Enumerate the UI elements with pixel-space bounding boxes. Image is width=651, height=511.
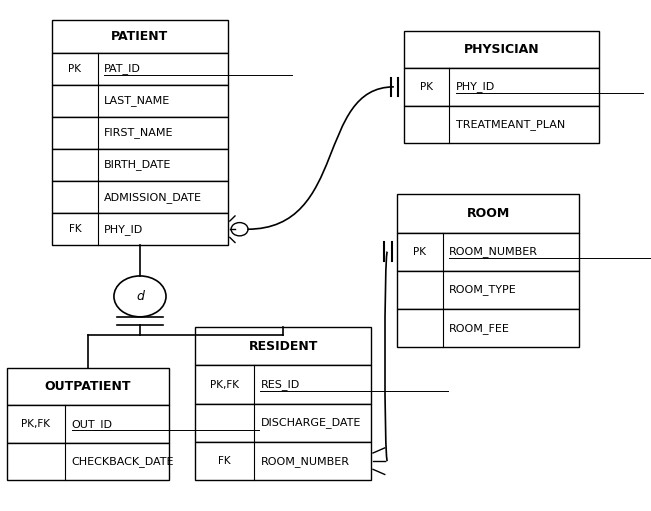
- Text: PK,FK: PK,FK: [210, 380, 239, 389]
- Text: FK: FK: [68, 224, 81, 234]
- Text: FIRST_NAME: FIRST_NAME: [104, 127, 174, 138]
- Text: ROOM_FEE: ROOM_FEE: [449, 323, 510, 334]
- FancyBboxPatch shape: [7, 443, 169, 480]
- FancyBboxPatch shape: [52, 20, 228, 53]
- Text: PK: PK: [68, 64, 81, 74]
- Text: OUT_ID: OUT_ID: [72, 419, 113, 430]
- Text: BIRTH_DATE: BIRTH_DATE: [104, 159, 171, 171]
- FancyBboxPatch shape: [52, 181, 228, 213]
- FancyBboxPatch shape: [397, 271, 579, 309]
- FancyBboxPatch shape: [7, 405, 169, 443]
- Text: PHY_ID: PHY_ID: [104, 224, 143, 235]
- Text: ROOM: ROOM: [467, 207, 510, 220]
- FancyBboxPatch shape: [7, 368, 169, 405]
- FancyBboxPatch shape: [404, 106, 599, 143]
- FancyBboxPatch shape: [195, 327, 371, 365]
- Text: PHY_ID: PHY_ID: [456, 81, 495, 92]
- FancyBboxPatch shape: [397, 194, 579, 233]
- Text: ROOM_TYPE: ROOM_TYPE: [449, 285, 517, 295]
- Text: PHYSICIAN: PHYSICIAN: [464, 43, 539, 56]
- Text: ADMISSION_DATE: ADMISSION_DATE: [104, 192, 202, 202]
- FancyBboxPatch shape: [397, 233, 579, 271]
- Text: PK: PK: [413, 247, 426, 257]
- Text: DISCHARGE_DATE: DISCHARGE_DATE: [260, 417, 361, 428]
- Text: LAST_NAME: LAST_NAME: [104, 95, 171, 106]
- Text: TREATMEANT_PLAN: TREATMEANT_PLAN: [456, 119, 565, 130]
- FancyBboxPatch shape: [52, 149, 228, 181]
- Text: CHECKBACK_DATE: CHECKBACK_DATE: [72, 456, 174, 467]
- FancyBboxPatch shape: [404, 68, 599, 106]
- FancyBboxPatch shape: [52, 85, 228, 117]
- FancyBboxPatch shape: [52, 117, 228, 149]
- Text: PK,FK: PK,FK: [21, 419, 50, 429]
- FancyBboxPatch shape: [404, 31, 599, 68]
- FancyBboxPatch shape: [52, 53, 228, 85]
- Text: ROOM_NUMBER: ROOM_NUMBER: [449, 246, 538, 257]
- FancyBboxPatch shape: [195, 365, 371, 404]
- Text: ROOM_NUMBER: ROOM_NUMBER: [260, 456, 350, 467]
- Text: d: d: [136, 290, 144, 303]
- Text: PATIENT: PATIENT: [111, 30, 169, 43]
- Text: RESIDENT: RESIDENT: [249, 340, 318, 353]
- Text: PK: PK: [420, 82, 433, 92]
- Text: PAT_ID: PAT_ID: [104, 63, 141, 74]
- Text: RES_ID: RES_ID: [260, 379, 299, 390]
- Text: OUTPATIENT: OUTPATIENT: [45, 380, 131, 393]
- FancyBboxPatch shape: [195, 442, 371, 480]
- FancyBboxPatch shape: [195, 404, 371, 442]
- Text: FK: FK: [218, 456, 231, 466]
- FancyBboxPatch shape: [52, 213, 228, 245]
- FancyBboxPatch shape: [397, 309, 579, 347]
